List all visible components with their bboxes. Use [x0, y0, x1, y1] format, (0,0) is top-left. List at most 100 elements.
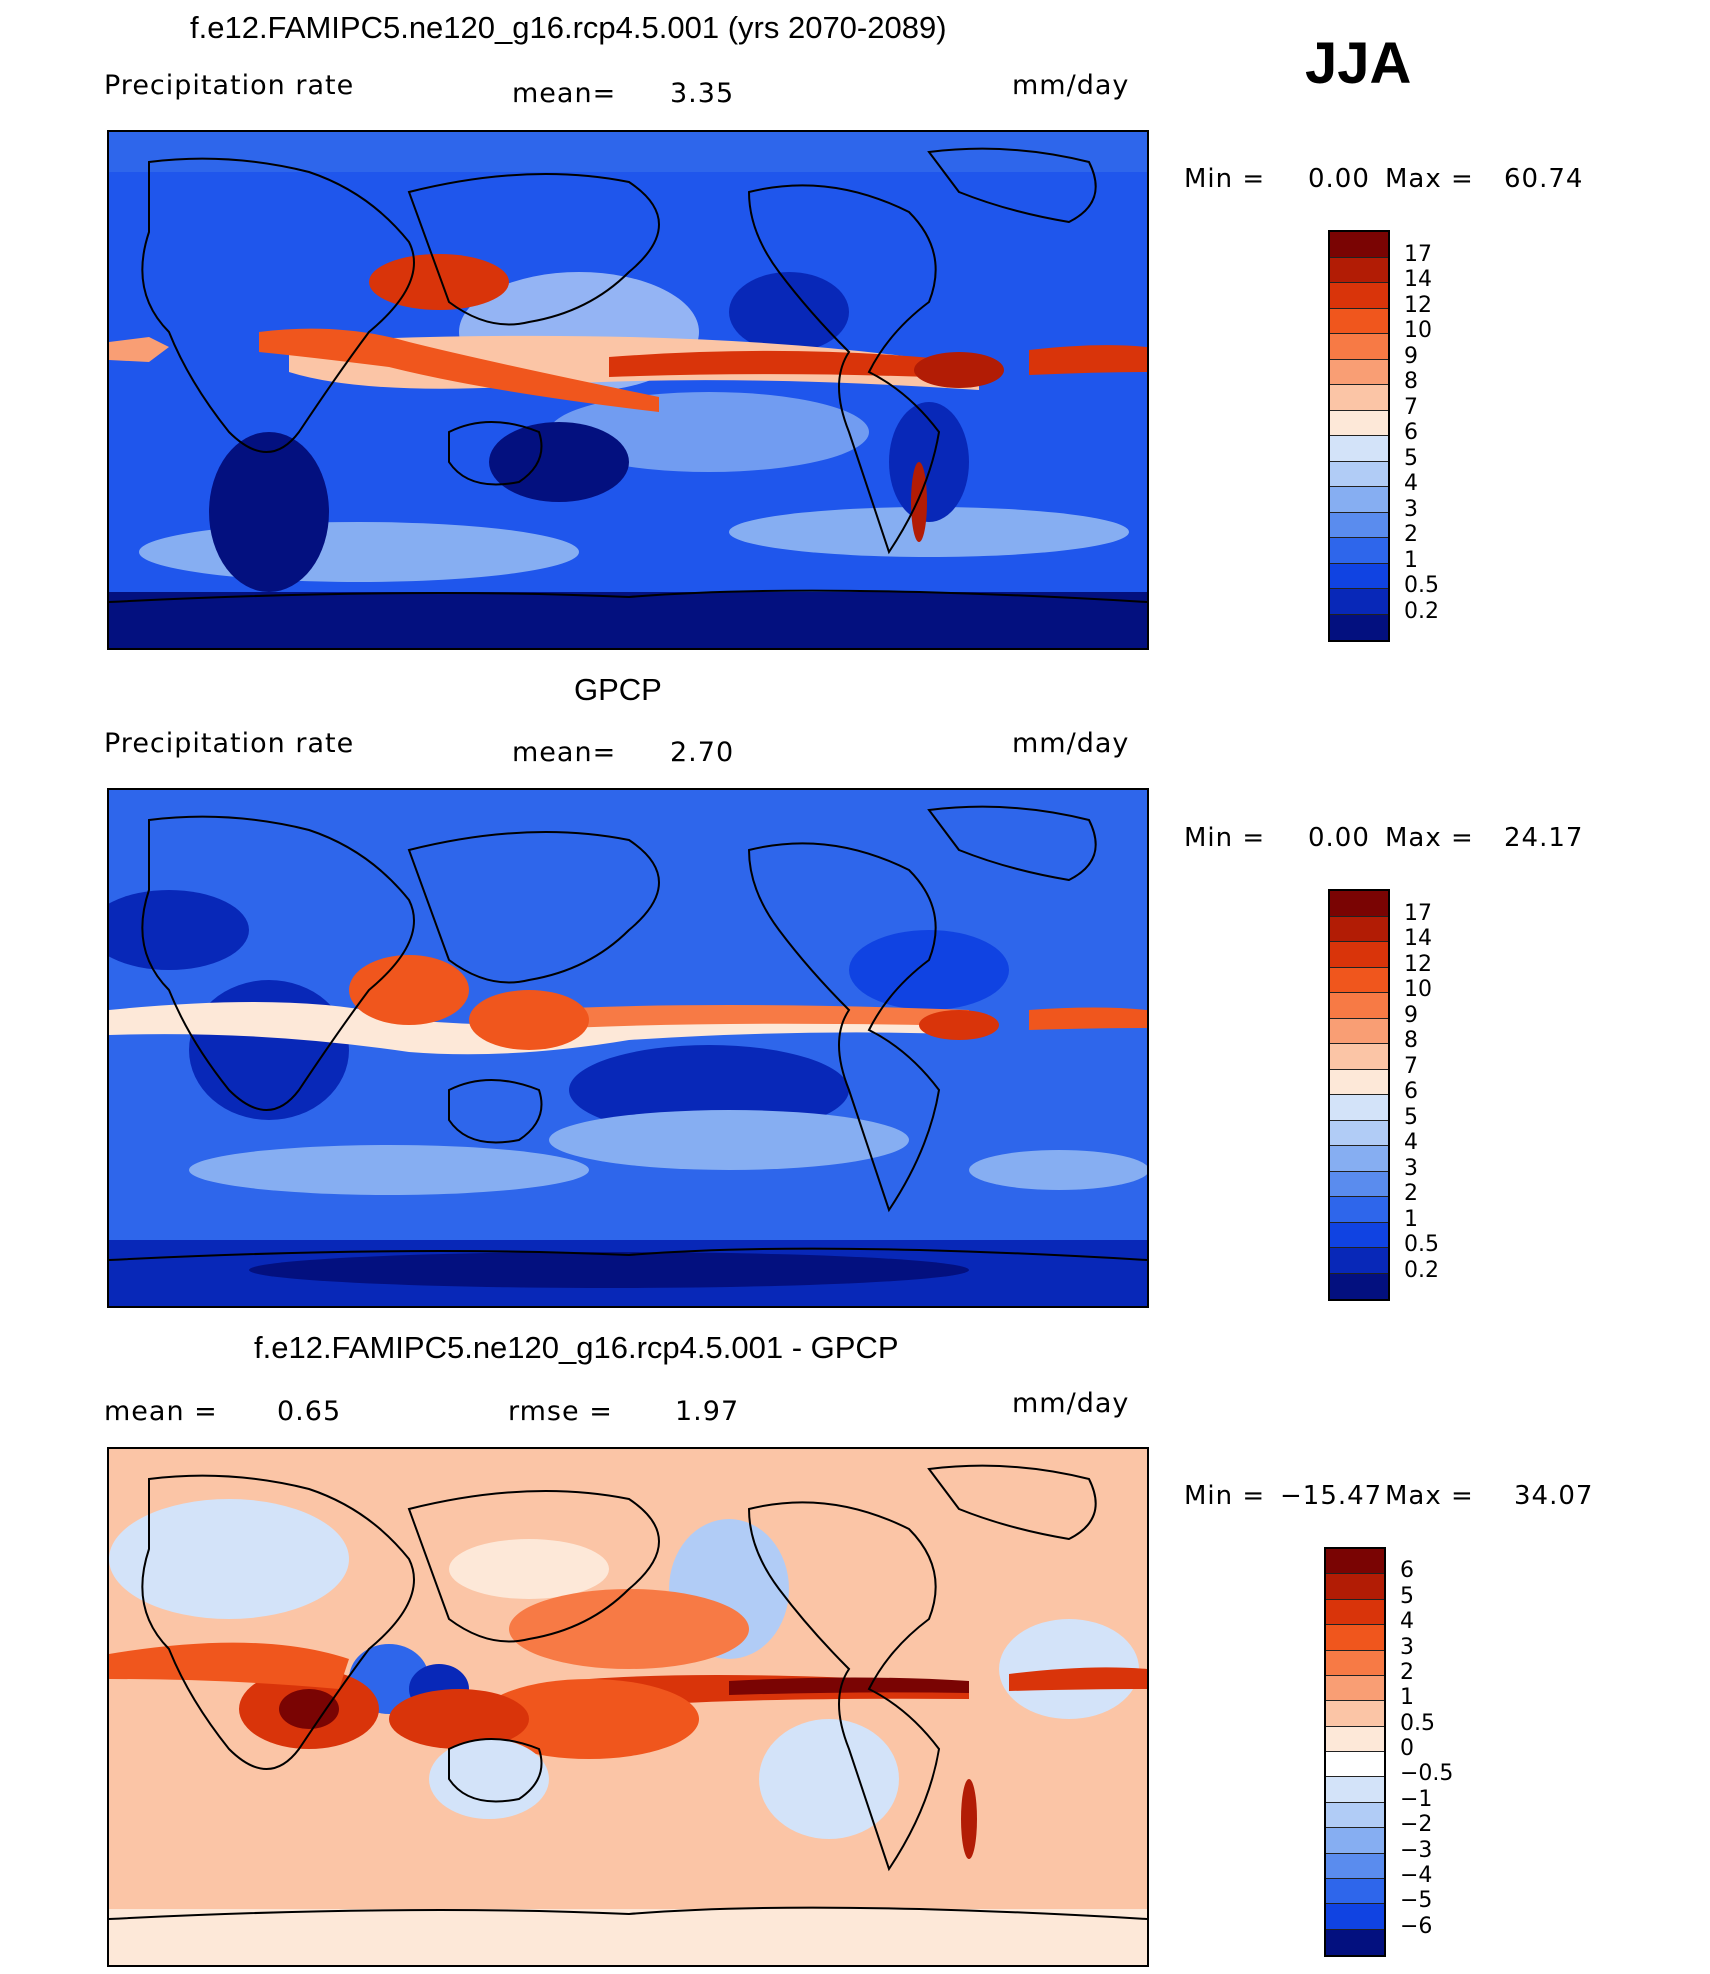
panel3-min-value: −15.47 [1280, 1481, 1383, 1511]
panel1-title: f.e12.FAMIPC5.ne120_g16.rcp4.5.001 (yrs … [190, 10, 947, 45]
colorbar-tick-label: 9 [1404, 343, 1418, 369]
colorbar-swatch [1326, 1752, 1384, 1778]
colorbar-swatch [1330, 589, 1388, 615]
colorbar-swatch [1330, 942, 1388, 968]
colorbar-tick-label: 0.2 [1404, 1257, 1439, 1283]
colorbar-swatch [1330, 1095, 1388, 1121]
colorbar-swatch [1330, 916, 1388, 942]
colorbar-swatch [1330, 1273, 1388, 1299]
colorbar-swatch [1330, 461, 1388, 487]
colorbar-swatch [1326, 1650, 1384, 1676]
panel1-variable: Precipitation rate [104, 70, 355, 101]
colorbar-swatch [1326, 1675, 1384, 1702]
colorbar-swatch [1330, 1069, 1388, 1095]
panel2-colorbar [1328, 889, 1390, 1301]
colorbar-swatch [1330, 334, 1388, 360]
colorbar-swatch [1326, 1599, 1384, 1626]
colorbar-tick-label: 5 [1404, 1104, 1418, 1130]
panel3-title: f.e12.FAMIPC5.ne120_g16.rcp4.5.001 - GPC… [254, 1330, 899, 1365]
colorbar-tick-label: 10 [1404, 977, 1432, 1002]
panel1-min-value: 0.00 [1308, 164, 1370, 194]
colorbar-swatch [1330, 1018, 1388, 1044]
panel2-mean-label: mean= [512, 737, 617, 768]
panel2-min-label: Min = [1184, 823, 1266, 853]
colorbar-swatch [1326, 1929, 1384, 1955]
colorbar-tick-label: 8 [1404, 1028, 1418, 1053]
colorbar-tick-label: 0.5 [1400, 1710, 1435, 1736]
panel2-max-label: Max = [1385, 823, 1474, 853]
colorbar-swatch [1326, 1828, 1384, 1854]
colorbar-tick-label: 5 [1400, 1583, 1414, 1609]
colorbar-swatch [1330, 1044, 1388, 1070]
panel1-max-label: Max = [1385, 164, 1474, 194]
colorbar-tick-label: 8 [1404, 369, 1418, 394]
colorbar-swatch [1330, 232, 1388, 258]
colorbar-swatch [1330, 410, 1388, 436]
panel3-rmse-label: rmse = [508, 1396, 613, 1427]
colorbar-tick-label: −0.5 [1400, 1761, 1454, 1787]
panel1-units: mm/day [1012, 70, 1130, 101]
panel3-mean-value: 0.65 [277, 1396, 342, 1427]
colorbar-tick-label: 0.2 [1404, 598, 1439, 624]
colorbar-tick-label: 6 [1404, 1079, 1418, 1104]
panel2-title: GPCP [574, 672, 662, 707]
colorbar-tick-label: 0.5 [1404, 1232, 1439, 1257]
panel3-mean-label: mean = [104, 1396, 218, 1427]
panel2-map [107, 788, 1149, 1308]
panel2-variable: Precipitation rate [104, 728, 355, 759]
colorbar-swatch [1330, 538, 1388, 564]
colorbar-tick-label: 12 [1404, 292, 1432, 318]
colorbar-tick-label: 0.5 [1404, 573, 1439, 598]
colorbar-tick-label: −6 [1400, 1913, 1433, 1939]
panel2-map-svg [109, 790, 1147, 1306]
panel1-mean-value: 3.35 [670, 78, 735, 109]
panel3-min-label: Min = [1184, 1481, 1266, 1511]
colorbar-swatch [1330, 1171, 1388, 1197]
panel1-map-svg [109, 132, 1147, 648]
colorbar-tick-label: 7 [1404, 1053, 1418, 1079]
colorbar-swatch [1330, 1120, 1388, 1146]
colorbar-swatch [1326, 1726, 1384, 1752]
panel3-colorbar [1324, 1547, 1386, 1957]
colorbar-tick-label: 14 [1404, 267, 1432, 292]
colorbar-swatch [1330, 614, 1388, 640]
colorbar-tick-label: 1 [1400, 1685, 1414, 1711]
colorbar-swatch [1330, 512, 1388, 538]
panel2-units: mm/day [1012, 728, 1130, 759]
colorbar-tick-label: 2 [1404, 1181, 1418, 1206]
colorbar-tick-label: 1 [1404, 1206, 1418, 1232]
colorbar-tick-label: 3 [1404, 1155, 1418, 1181]
colorbar-swatch [1326, 1853, 1384, 1879]
colorbar-tick-label: −2 [1400, 1812, 1433, 1838]
colorbar-tick-label: 3 [1400, 1634, 1414, 1660]
season-label: JJA [1305, 31, 1412, 96]
colorbar-tick-label: −1 [1400, 1786, 1433, 1812]
panel2-min-value: 0.00 [1308, 823, 1370, 853]
colorbar-tick-label: 6 [1400, 1558, 1414, 1584]
colorbar-tick-label: 9 [1404, 1002, 1418, 1028]
colorbar-tick-label: 4 [1404, 471, 1418, 496]
colorbar-tick-label: 4 [1404, 1130, 1418, 1155]
colorbar-swatch [1326, 1802, 1384, 1829]
colorbar-tick-label: 10 [1404, 318, 1432, 343]
colorbar-tick-label: −3 [1400, 1837, 1433, 1863]
panel1-mean-label: mean= [512, 78, 617, 109]
colorbar-swatch [1330, 308, 1388, 334]
colorbar-swatch [1330, 1197, 1388, 1223]
panel1-min-label: Min = [1184, 164, 1266, 194]
panel2-max-value: 24.17 [1504, 823, 1584, 853]
colorbar-tick-label: 1 [1404, 547, 1418, 573]
colorbar-tick-label: 3 [1404, 496, 1418, 522]
colorbar-tick-label: 7 [1404, 394, 1418, 420]
panel1-max-value: 60.74 [1504, 164, 1584, 194]
colorbar-swatch [1330, 1146, 1388, 1172]
colorbar-swatch [1330, 563, 1388, 589]
colorbar-tick-label: 2 [1400, 1659, 1414, 1685]
colorbar-tick-label: 17 [1404, 241, 1432, 267]
colorbar-swatch [1330, 1248, 1388, 1274]
colorbar-swatch [1326, 1904, 1384, 1930]
colorbar-swatch [1326, 1625, 1384, 1651]
colorbar-tick-label: 2 [1404, 522, 1418, 547]
colorbar-swatch [1330, 891, 1388, 917]
panel3-map-svg [109, 1449, 1147, 1965]
